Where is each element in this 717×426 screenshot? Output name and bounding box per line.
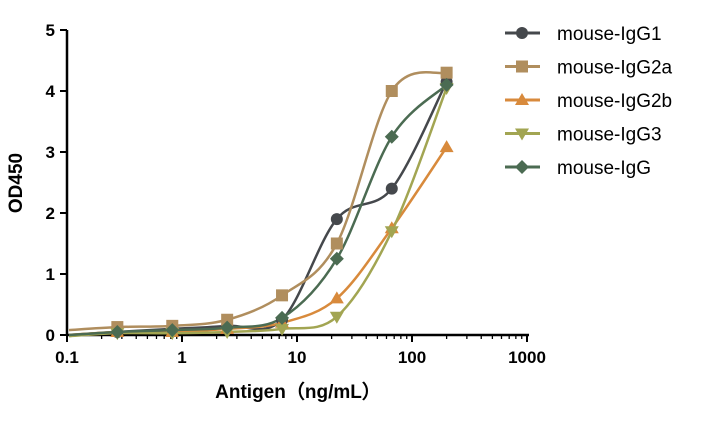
data-point-mouse-IgG3 <box>329 311 344 324</box>
x-tick-label: 100 <box>398 348 426 367</box>
data-point-mouse-IgG2a <box>330 237 343 250</box>
legend-marker <box>516 27 528 39</box>
data-point-mouse-IgG1 <box>385 182 398 195</box>
curve-mouse-IgG1 <box>68 81 448 337</box>
data-point-mouse-IgG2a <box>385 85 398 97</box>
y-tick-label: 4 <box>46 82 56 101</box>
x-tick-label: 0.1 <box>55 348 79 367</box>
legend-marker <box>516 60 528 73</box>
legend-label: mouse-IgG2b <box>557 91 672 112</box>
curve-mouse-IgG2a <box>68 70 448 332</box>
data-point-mouse-IgG1 <box>330 213 343 226</box>
data-point-mouse-IgG2b <box>439 140 454 153</box>
legend-marker <box>515 93 529 105</box>
x-axis-label: Antigen（ng/mL） <box>215 380 381 403</box>
points <box>110 66 454 341</box>
y-tick-label: 0 <box>46 326 55 345</box>
legend: mouse-IgG1 mouse-IgG2a mouse-IgG2b mouse-Ig… <box>505 24 673 179</box>
y-tick-label: 5 <box>46 21 55 40</box>
data-point-mouse-IgG <box>384 129 399 144</box>
data-point-mouse-IgG <box>110 324 125 339</box>
data-point-mouse-IgG <box>329 251 344 266</box>
legend-marker <box>515 160 529 174</box>
x-tick-label: 1 <box>177 348 186 367</box>
y-tick-label: 3 <box>46 143 55 162</box>
data-point-mouse-IgG2a <box>276 289 289 302</box>
data-point-mouse-IgG3 <box>384 226 399 239</box>
data-point-mouse-IgG2a <box>221 313 234 326</box>
x-tick-label: 1000 <box>508 348 546 367</box>
legend-marker <box>515 128 529 141</box>
axes: 0.1 1 10 100 1000 0 1 2 3 4 5 <box>46 21 546 367</box>
data-point-mouse-IgG <box>165 323 180 338</box>
legend-label: mouse-IgG3 <box>557 125 662 146</box>
data-point-mouse-IgG <box>439 77 454 92</box>
data-point-mouse-IgG2b <box>329 291 344 304</box>
data-point-mouse-IgG3 <box>275 323 290 336</box>
y-axis-label: OD450 <box>6 153 27 213</box>
x-tick-label: 10 <box>288 348 307 367</box>
data-point-mouse-IgG2a <box>440 66 453 79</box>
curve-mouse-IgG3 <box>68 87 448 338</box>
y-tick-label: 2 <box>46 204 55 223</box>
legend-label: mouse-IgG1 <box>557 24 662 45</box>
curves <box>68 70 448 338</box>
data-point-mouse-IgG <box>220 320 235 335</box>
curve-mouse-IgG2b <box>68 146 448 337</box>
y-tick-label: 1 <box>46 265 55 284</box>
data-point-mouse-IgG <box>275 310 290 325</box>
legend-label: mouse-IgG2a <box>557 58 673 79</box>
legend-label: mouse-IgG <box>557 158 651 179</box>
curve-mouse-IgG <box>68 83 448 337</box>
